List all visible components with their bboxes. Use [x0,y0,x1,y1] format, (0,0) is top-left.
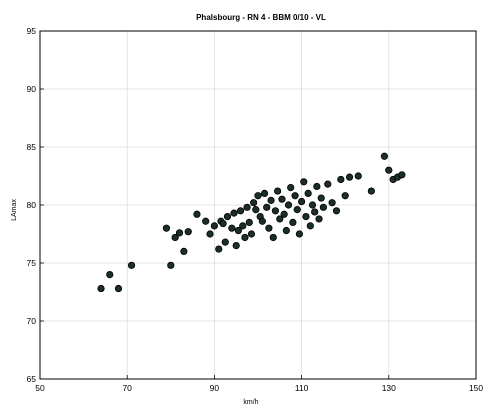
data-point [300,178,308,186]
x-tick-label: 90 [210,383,220,393]
data-points [97,152,406,293]
data-point [114,284,123,293]
y-axis-label: LAmax [11,199,18,221]
y-tick-label: 70 [27,316,37,326]
data-point [97,284,105,293]
data-point [260,189,269,197]
data-point [210,222,218,230]
y-tick-label: 85 [27,142,37,152]
data-point [267,196,275,204]
data-point [315,215,323,223]
data-point [236,207,245,215]
y-tick-label: 95 [27,26,37,36]
data-point [206,230,214,238]
data-point [291,192,299,200]
data-point [243,203,251,211]
data-point [274,187,282,195]
data-point [265,224,273,232]
data-point [282,226,290,235]
data-point [284,201,293,209]
data-point [311,208,319,216]
data-point [223,213,232,221]
data-point [306,222,314,230]
data-point [317,194,325,202]
x-tick-label: 110 [295,383,309,393]
data-point [341,192,349,200]
data-point [313,182,321,191]
data-point [247,230,256,238]
chart-title: Phalsbourg - RN 4 - BBM 0/10 - VL [196,13,326,22]
data-point [337,175,345,184]
data-point [295,230,304,238]
grid-lines [40,31,476,379]
data-point [202,217,210,225]
data-point [258,217,266,225]
data-point [193,210,201,218]
data-point [171,233,179,242]
data-point [252,206,260,214]
data-point [221,238,229,246]
data-point [167,261,175,269]
data-point [263,203,271,211]
x-tick-label: 50 [35,383,45,393]
data-point [385,166,393,174]
data-point [232,242,240,250]
y-tick-label: 65 [27,374,37,384]
data-point [215,245,223,253]
data-point [127,261,136,269]
data-point [289,218,297,226]
data-point [230,209,238,217]
data-point [250,199,258,207]
data-point [398,171,406,179]
data-point [184,228,192,236]
data-point [254,192,262,200]
data-point [276,215,284,223]
data-point [287,184,295,192]
data-point [271,207,280,215]
data-point [332,207,341,215]
data-point [175,229,184,237]
data-point [345,173,354,181]
y-tick-label: 75 [27,258,37,268]
x-tick-label: 150 [469,383,483,393]
data-point [239,222,247,230]
data-point [241,233,249,242]
data-point [354,172,362,180]
data-point [269,233,277,242]
data-point [302,213,310,221]
data-point [308,201,317,209]
y-tick-label: 80 [27,200,37,210]
x-tick-label: 130 [382,383,396,393]
x-axis-ticks: 50 70 90 110 130 150 [35,375,483,393]
data-point [106,270,114,279]
x-axis-label: km/h [243,399,258,406]
data-point [162,224,171,232]
data-point [228,224,236,232]
data-point [234,226,242,235]
data-point [324,180,332,188]
data-point [319,203,327,211]
data-point [180,247,188,255]
data-point [380,152,389,160]
x-tick-label: 70 [122,383,132,393]
data-point [293,206,301,214]
data-point [304,189,312,197]
data-point [297,197,306,206]
data-point [245,218,253,226]
y-tick-label: 90 [27,84,37,94]
data-point [328,199,336,207]
data-point [219,219,227,228]
data-point [280,210,288,218]
data-point [367,187,375,195]
y-axis-ticks: 65 70 75 80 85 90 95 [27,26,44,384]
data-point [278,195,286,203]
